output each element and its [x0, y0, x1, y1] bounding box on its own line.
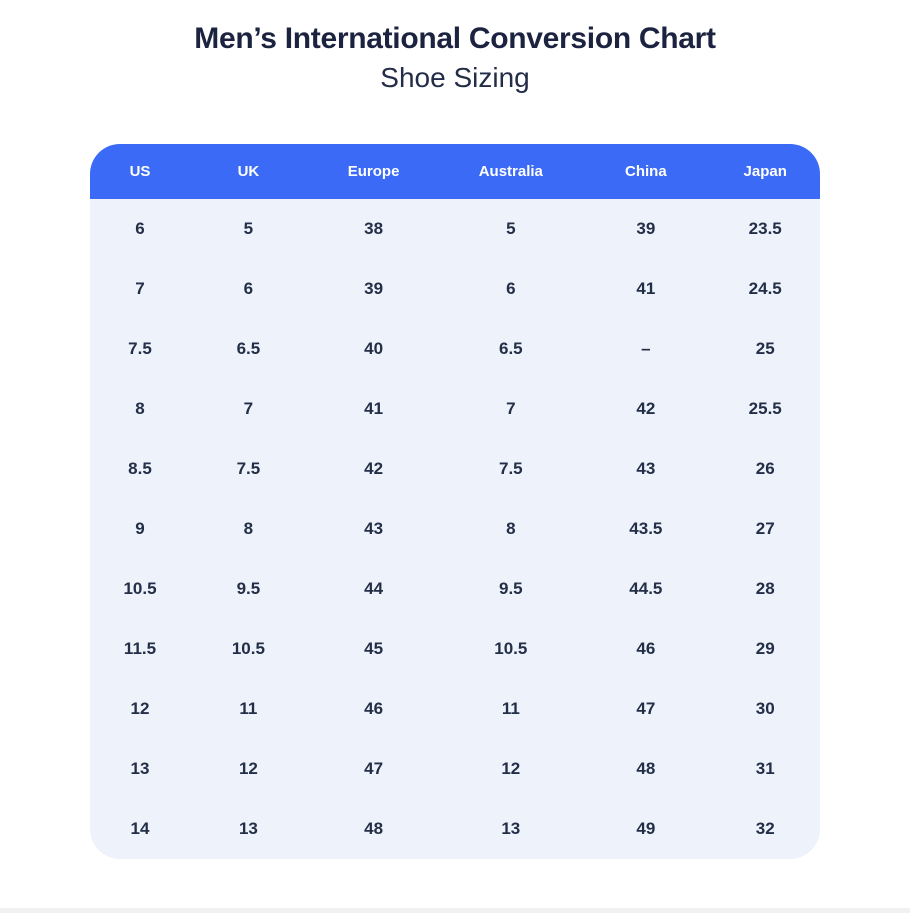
- page-title: Men’s International Conversion Chart: [194, 22, 716, 55]
- table-body: 6 5 38 5 39 23.5 7 6 39 6 41 24.5 7.5 6.5 40 6.5–25 8 7 41…: [90, 199, 820, 859]
- table-cell: 10.5: [90, 559, 190, 619]
- table-cell: 6.5: [190, 319, 307, 379]
- column-header-uk: UK: [190, 144, 307, 199]
- table-cell: 43.5: [581, 499, 711, 559]
- table-cell: 42: [306, 439, 441, 499]
- table-cell: 7: [440, 379, 582, 439]
- table-cell: 13: [190, 799, 307, 859]
- table-cell: 12: [190, 739, 307, 799]
- table-cell: 8: [440, 499, 582, 559]
- table-row: 11.5 10.5 45 10.5 46 29: [90, 619, 820, 679]
- table-cell: 7.5: [440, 439, 582, 499]
- conversion-table-container: US UK Europe Australia China Japan 6 5 38 5 39 23.…: [90, 144, 820, 859]
- table-cell: 9: [90, 499, 190, 559]
- table-cell: 41: [581, 259, 711, 319]
- table-row: 8.5 7.5 42 7.5 43 26: [90, 439, 820, 499]
- column-header-china: China: [581, 144, 711, 199]
- table-row: 10.5 9.5 44 9.5 44.5 28: [90, 559, 820, 619]
- table-cell: 8: [190, 499, 307, 559]
- table-cell: 47: [581, 679, 711, 739]
- table-cell: 5: [190, 199, 307, 259]
- column-header-australia: Australia: [440, 144, 582, 199]
- table-cell: 42: [581, 379, 711, 439]
- table-cell: 48: [581, 739, 711, 799]
- table-cell: 28: [710, 559, 820, 619]
- table-row: 6 5 38 5 39 23.5: [90, 199, 820, 259]
- table-cell: 6: [440, 259, 582, 319]
- table-cell: 13: [90, 739, 190, 799]
- table-cell: 24.5: [710, 259, 820, 319]
- table-cell: 12: [90, 679, 190, 739]
- table-cell: 12: [440, 739, 582, 799]
- table-cell: 46: [581, 619, 711, 679]
- table-cell: 30: [710, 679, 820, 739]
- table-cell: 10.5: [440, 619, 582, 679]
- table-cell: 43: [306, 499, 441, 559]
- table-cell: 8: [90, 379, 190, 439]
- table-cell: 14: [90, 799, 190, 859]
- table-cell: 7: [190, 379, 307, 439]
- table-cell: 11: [440, 679, 582, 739]
- table-cell: 23.5: [710, 199, 820, 259]
- bottom-divider: [0, 908, 910, 913]
- table-row: 14 13 48 13 49 32: [90, 799, 820, 859]
- table-cell: 25: [710, 319, 820, 379]
- table-cell: 11.5: [90, 619, 190, 679]
- table-cell: 6: [90, 199, 190, 259]
- table-cell: 9.5: [190, 559, 307, 619]
- table-cell: 11: [190, 679, 307, 739]
- table-cell: 6: [190, 259, 307, 319]
- table-cell: 13: [440, 799, 582, 859]
- table-row: 8 7 41 7 42 25.5: [90, 379, 820, 439]
- table-header: US UK Europe Australia China Japan: [90, 144, 820, 199]
- table-cell: 7: [90, 259, 190, 319]
- table-cell: 26: [710, 439, 820, 499]
- table-row: 7.5 6.5 40 6.5–25: [90, 319, 820, 379]
- conversion-table: US UK Europe Australia China Japan 6 5 38 5 39 23.…: [90, 144, 820, 859]
- table-cell: 25.5: [710, 379, 820, 439]
- column-header-europe: Europe: [306, 144, 441, 199]
- table-cell: 38: [306, 199, 441, 259]
- table-cell: 46: [306, 679, 441, 739]
- table-cell: 39: [581, 199, 711, 259]
- table-cell: 27: [710, 499, 820, 559]
- table-cell: 49: [581, 799, 711, 859]
- table-cell: 6.5: [440, 319, 582, 379]
- table-cell: 31: [710, 739, 820, 799]
- table-row: 7 6 39 6 41 24.5: [90, 259, 820, 319]
- table-cell: 48: [306, 799, 441, 859]
- table-cell: 8.5: [90, 439, 190, 499]
- table-cell: 5: [440, 199, 582, 259]
- table-row: 9 8 43 8 43.5 27: [90, 499, 820, 559]
- table-cell: 7.5: [90, 319, 190, 379]
- table-row: 12 11 46 11 47 30: [90, 679, 820, 739]
- table-cell: 39: [306, 259, 441, 319]
- table-cell: 41: [306, 379, 441, 439]
- table-row: 13 12 47 12 48 31: [90, 739, 820, 799]
- table-header-row: US UK Europe Australia China Japan: [90, 144, 820, 199]
- column-header-japan: Japan: [710, 144, 820, 199]
- page-subtitle: Shoe Sizing: [380, 62, 530, 93]
- table-cell: 10.5: [190, 619, 307, 679]
- table-cell: 40: [306, 319, 441, 379]
- table-cell: 29: [710, 619, 820, 679]
- table-cell: 44.5: [581, 559, 711, 619]
- table-cell: 44: [306, 559, 441, 619]
- table-cell: 47: [306, 739, 441, 799]
- table-cell: 45: [306, 619, 441, 679]
- column-header-us: US: [90, 144, 190, 199]
- table-cell: 32: [710, 799, 820, 859]
- table-cell: 43: [581, 439, 711, 499]
- table-cell: 9.5: [440, 559, 582, 619]
- table-cell: –: [581, 319, 711, 379]
- table-cell: 7.5: [190, 439, 307, 499]
